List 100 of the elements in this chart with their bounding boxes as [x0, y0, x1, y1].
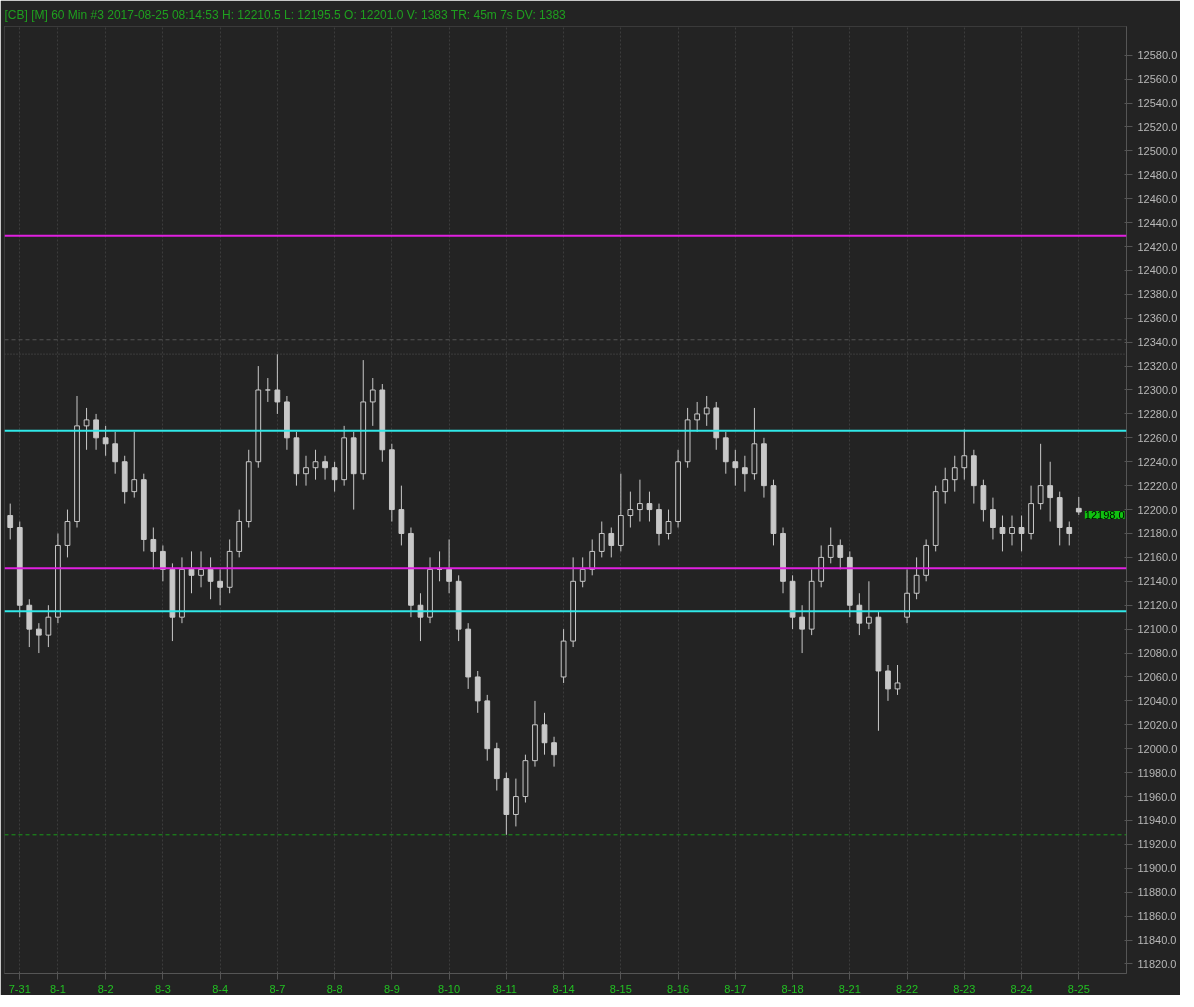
- candlestick: [627, 491, 634, 528]
- x-tick-label: 8-11: [495, 982, 517, 995]
- y-tick-label: 11840.0: [1137, 934, 1177, 947]
- candlestick: [312, 449, 319, 481]
- candlestick: [102, 425, 109, 457]
- candlestick: [322, 455, 328, 481]
- candlestick: [303, 455, 309, 487]
- candlestick: [93, 413, 99, 451]
- y-tick-label: 12100.0: [1137, 623, 1178, 636]
- candlestick: [474, 670, 481, 714]
- y-tick-label: 11920.0: [1137, 838, 1177, 851]
- candlestick: [637, 479, 643, 523]
- y-tick-label: 12160.0: [1137, 551, 1178, 564]
- candlestick: [7, 503, 14, 540]
- candlestick: [45, 604, 52, 648]
- candlestick: [131, 431, 138, 499]
- y-tick-label: 12460.0: [1137, 192, 1178, 205]
- y-tick-label: 12400.0: [1137, 264, 1178, 277]
- candlestick: [551, 736, 557, 768]
- candlestick: [198, 550, 204, 588]
- candlestick: [665, 509, 672, 540]
- y-tick-label: 12020.0: [1137, 718, 1178, 731]
- y-tick-label: 12420.0: [1137, 240, 1178, 253]
- candlestick: [1037, 443, 1044, 511]
- x-tick-label: 8-8: [326, 982, 343, 995]
- y-tick-label: 11880.0: [1137, 886, 1177, 899]
- candlestick: [417, 592, 424, 642]
- candlestick: [999, 515, 1006, 552]
- candlestick: [722, 431, 729, 475]
- candlestick: [913, 556, 920, 600]
- x-tick-label: 8-25: [1067, 982, 1090, 995]
- y-tick-label: 12200.0: [1137, 503, 1178, 516]
- candlestick: [951, 455, 958, 493]
- candlestick: [1018, 515, 1025, 552]
- candlestick: [64, 509, 71, 558]
- y-tick-label: 12300.0: [1137, 383, 1178, 396]
- y-tick-label: 12560.0: [1137, 73, 1178, 86]
- y-tick-label: 12280.0: [1137, 407, 1178, 420]
- y-tick-label: 12040.0: [1137, 694, 1178, 707]
- y-tick-label: 12540.0: [1137, 97, 1178, 110]
- x-tick-label: 8-1: [49, 982, 66, 995]
- candlestick: [274, 353, 281, 415]
- x-tick-label: 8-17: [724, 982, 747, 995]
- x-tick-label: 8-3: [154, 982, 171, 995]
- candlestick: [646, 491, 653, 523]
- x-tick-label: 8-4: [212, 982, 229, 995]
- candlestick: [1066, 521, 1073, 546]
- candlestick: [150, 527, 157, 570]
- y-tick-label: 12520.0: [1137, 120, 1178, 133]
- candlestick: [894, 664, 901, 696]
- y-tick-label: 11960.0: [1137, 790, 1177, 803]
- candlestick: [837, 538, 844, 570]
- candlestick: [446, 538, 452, 594]
- x-tick-label: 8-15: [609, 982, 632, 995]
- y-tick-label: 12180.0: [1137, 527, 1178, 540]
- y-tick-label: 12440.0: [1137, 216, 1178, 229]
- candlestick: [799, 604, 805, 654]
- candlestick: [188, 550, 195, 594]
- text: 12198.0: [1084, 508, 1125, 521]
- candlestick: [1047, 461, 1054, 523]
- y-tick-label: 12060.0: [1137, 670, 1178, 683]
- chart-title: [CB] [M] 60 Min #3 2017-08-25 08:14:53 H: 12210.5 L: 12195.5 O: 12201.0 V: 1383 TR: 45m 7s DV: 1383: [4, 7, 567, 22]
- candlestick: [83, 407, 90, 451]
- x-tick-label: 8-18: [781, 982, 804, 995]
- candlestick: [26, 598, 33, 648]
- candlestick: [35, 622, 42, 654]
- candlestick: [732, 449, 739, 487]
- candlestick: [866, 580, 872, 630]
- candlestick: [904, 568, 910, 624]
- candlestick: [217, 568, 224, 606]
- candlestick: [961, 428, 968, 481]
- y-tick-label: 12140.0: [1137, 575, 1178, 588]
- candlestick: [513, 778, 519, 827]
- y-tick-label: 12220.0: [1137, 479, 1178, 492]
- candlestick: [656, 503, 662, 546]
- y-tick-label: 12120.0: [1137, 599, 1178, 612]
- y-tick-label: 12480.0: [1137, 168, 1178, 181]
- candlestick: [369, 377, 376, 427]
- y-tick-label: 11980.0: [1137, 766, 1177, 779]
- y-tick-label: 12260.0: [1137, 431, 1178, 444]
- candlestick: [818, 544, 825, 588]
- x-tick-label: 8-16: [667, 982, 690, 995]
- x-tick-label: 8-22: [896, 982, 919, 995]
- candlestick: [398, 485, 405, 546]
- y-tick-label: 12320.0: [1137, 360, 1178, 373]
- y-tick-label: 12340.0: [1137, 336, 1178, 349]
- candlestick: [856, 592, 863, 636]
- candlestick: [990, 497, 996, 540]
- x-tick-label: 8-21: [838, 982, 861, 995]
- y-tick-label: 12360.0: [1137, 312, 1178, 325]
- y-tick-label: 12580.0: [1137, 49, 1178, 62]
- candlestick: [942, 467, 949, 505]
- x-tick-label: 8-7: [269, 982, 286, 995]
- candlestick: [331, 461, 338, 493]
- y-tick-label: 11900.0: [1137, 862, 1177, 875]
- candlestick: [885, 664, 891, 702]
- candlestick: [112, 431, 119, 475]
- x-tick-label: 8-10: [438, 982, 461, 995]
- x-tick-label: 8-14: [552, 982, 575, 995]
- candlestick: [598, 521, 605, 558]
